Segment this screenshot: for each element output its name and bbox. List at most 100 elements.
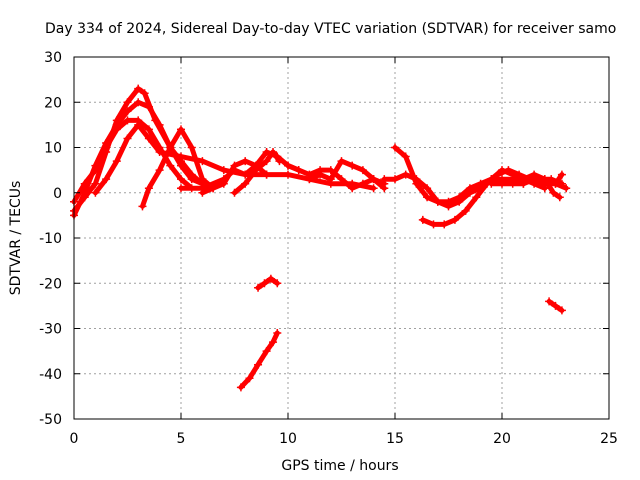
data-point: [187, 143, 196, 152]
data-point: [519, 175, 528, 184]
y-tick-label: 30: [44, 50, 62, 66]
data-point: [198, 157, 207, 166]
ticks: [73, 56, 610, 420]
data-point: [166, 161, 175, 170]
data-point: [557, 170, 566, 179]
data-point: [134, 98, 143, 107]
chart-title: Day 334 of 2024, Sidereal Day-to-day VTE…: [45, 21, 616, 37]
data-point: [316, 170, 325, 179]
data-point: [401, 152, 410, 161]
x-tick-label: 20: [493, 431, 511, 447]
data-point: [144, 184, 153, 193]
data-point: [219, 179, 228, 188]
data-point: [241, 170, 250, 179]
series-arc-17: [254, 274, 282, 292]
data-point: [155, 148, 164, 157]
x-tick-label: 15: [386, 431, 404, 447]
data-point: [551, 301, 560, 310]
series-trace: [238, 330, 280, 390]
data-point: [401, 170, 410, 179]
data-point: [337, 157, 346, 166]
data-point: [140, 89, 149, 98]
y-tick-label: -20: [39, 276, 62, 292]
data-point: [177, 175, 185, 184]
data-point: [493, 170, 502, 179]
data-point: [177, 152, 185, 161]
y-axis-title: SDTVAR / TECUs: [8, 181, 24, 296]
tick-labels: 0 5 10 15 20 25 -50 -40 -30 -20 -10 0 10 20 30: [39, 50, 618, 447]
data-point: [123, 134, 132, 143]
data-point: [358, 166, 367, 175]
data-point: [284, 170, 292, 179]
series-trace: [140, 126, 216, 209]
data-point: [326, 175, 335, 184]
y-tick-label: 10: [44, 141, 62, 157]
data-point: [177, 161, 185, 170]
data-point: [472, 193, 481, 202]
data-point: [284, 161, 292, 170]
data-point: [369, 184, 378, 193]
data-point: [440, 220, 449, 229]
series-trace: [232, 149, 282, 196]
series-trace: [381, 167, 548, 209]
data-point: [515, 170, 524, 179]
data-point: [144, 102, 153, 111]
data-point: [423, 193, 432, 202]
y-tick-label: 0: [53, 186, 62, 202]
data-point: [275, 157, 284, 166]
data-point: [112, 120, 121, 129]
data-point: [198, 188, 207, 197]
data-point: [144, 125, 153, 134]
data-point: [262, 347, 271, 356]
data-point: [245, 374, 254, 383]
series-arc-10: [305, 157, 389, 188]
data-point: [391, 175, 399, 184]
data-point: [450, 215, 459, 224]
data-point: [134, 120, 143, 129]
data-point: [134, 84, 143, 93]
data-point: [545, 297, 554, 306]
data-point: [266, 274, 275, 283]
x-tick-label: 0: [70, 431, 79, 447]
data-point: [155, 166, 164, 175]
series-arc-18: [545, 297, 566, 315]
data-point: [273, 279, 282, 288]
data-point: [123, 116, 132, 125]
data-point: [540, 184, 549, 193]
data-point: [123, 107, 132, 116]
series-trace: [92, 122, 377, 196]
data-point: [551, 179, 560, 188]
data-point: [177, 184, 185, 193]
data-point: [433, 197, 442, 206]
data-point: [177, 125, 185, 134]
data-point: [557, 306, 566, 315]
grid: [74, 57, 609, 419]
data-point: [348, 184, 357, 193]
data-point: [269, 148, 278, 157]
data-point: [230, 161, 239, 170]
data-point: [241, 157, 250, 166]
data-point: [241, 179, 250, 188]
data-point: [380, 175, 389, 184]
data-point: [412, 175, 421, 184]
data-point: [91, 179, 100, 188]
data-point: [262, 157, 271, 166]
data-point: [80, 188, 89, 197]
data-point: [102, 138, 111, 147]
data-point: [391, 143, 399, 152]
data-point: [305, 175, 314, 184]
data-point: [337, 175, 346, 184]
data-point: [91, 188, 100, 197]
x-axis-title: GPS time / hours: [281, 458, 398, 474]
y-tick-label: 20: [44, 95, 62, 111]
data-point: [498, 179, 506, 188]
data-point: [423, 184, 432, 193]
data-point: [369, 175, 378, 184]
y-tick-label: -10: [39, 231, 62, 247]
data-point: [530, 170, 539, 179]
data-point: [187, 175, 196, 184]
data-point: [144, 134, 153, 143]
data-point: [429, 220, 438, 229]
data-point: [418, 215, 427, 224]
y-tick-label: -30: [39, 322, 62, 338]
